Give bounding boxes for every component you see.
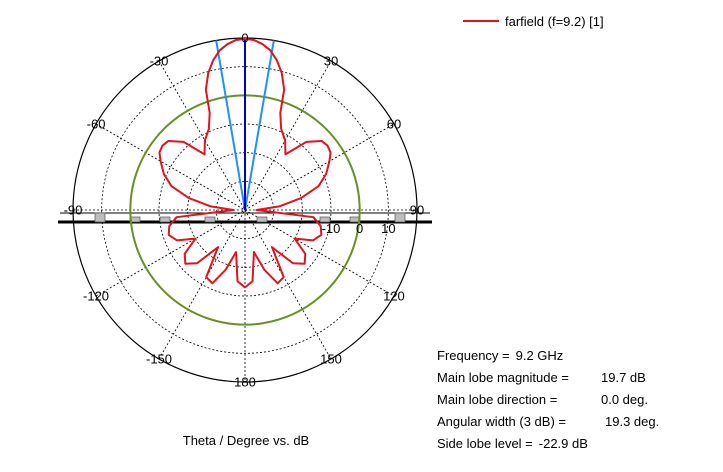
scale-marker: [204, 216, 216, 223]
scale-marker: [256, 216, 268, 223]
x-axis-label: Theta / Degree vs. dB: [182, 433, 310, 448]
series-line-0: [158, 37, 332, 289]
info-main-lobe-direction: Main lobe direction = 0.0 deg.: [437, 389, 659, 411]
angle-tick-label: 180: [234, 375, 256, 390]
series-layer: [158, 37, 332, 289]
beam-width-line: [215, 40, 246, 211]
info-side-lobe-level: Side lobe level = -22.9 dB: [437, 433, 659, 455]
beam-width-lines: [215, 38, 275, 211]
angle-tick-label: -90: [64, 203, 83, 218]
angle-tick-label: 0: [241, 31, 248, 46]
info-frequency: Frequency = 9.2 GHz: [437, 345, 659, 367]
scale-marker: [394, 212, 406, 223]
legend-label: farfield (f=9.2) [1]: [505, 13, 604, 29]
info-panel: Frequency = 9.2 GHz Main lobe magnitude …: [437, 345, 659, 455]
info-angular-width: Angular width (3 dB) = 19.3 deg.: [437, 411, 659, 433]
radial-tick-label: 10: [381, 221, 395, 236]
radial-tick-label: -10: [322, 221, 341, 236]
angle-tick-label: 60: [387, 117, 401, 132]
info-frequency-label: Frequency =: [437, 348, 510, 363]
angle-tick-label: -120: [83, 289, 109, 304]
info-main-lobe-magnitude: Main lobe magnitude = 19.7 dB: [437, 367, 659, 389]
legend: farfield (f=9.2) [1]: [463, 10, 604, 32]
info-main-lobe-magnitude-label: Main lobe magnitude =: [437, 370, 569, 385]
info-main-lobe-direction-label: Main lobe direction =: [437, 392, 558, 407]
info-main-lobe-magnitude-value: 19.7 dB: [601, 370, 646, 385]
angle-tick-label: -150: [146, 351, 172, 366]
legend-swatch: [463, 20, 499, 22]
beam-width-line: [244, 40, 275, 211]
angle-tick-label: -30: [150, 54, 169, 69]
info-side-lobe-level-label: Side lobe level =: [437, 436, 533, 451]
info-main-lobe-direction-value: 0.0 deg.: [601, 392, 648, 407]
angle-tick-label: 30: [324, 54, 338, 69]
radial-tick-labels: 10 0 -10: [322, 221, 396, 236]
angle-tick-labels: 0 -30 -60 -90 -120 -150 180 150 120 90 60 30: [64, 31, 425, 390]
scale-marker: [319, 216, 331, 223]
grid-ring: [101, 66, 389, 354]
angle-tick-label: 120: [383, 289, 405, 304]
horizontal-scale-bar: [58, 212, 432, 224]
angle-tick-label: 150: [320, 351, 342, 366]
angle-tick-label: -60: [87, 117, 106, 132]
scale-marker: [94, 212, 106, 223]
angle-tick-label: 90: [410, 203, 424, 218]
scale-marker: [159, 216, 171, 223]
info-angular-width-label: Angular width (3 dB) =: [437, 414, 566, 429]
info-angular-width-value: 19.3 deg.: [605, 414, 660, 429]
info-frequency-value: 9.2 GHz: [515, 348, 564, 363]
info-side-lobe-level-value: -22.9 dB: [538, 436, 588, 451]
radial-tick-label: 0: [356, 221, 363, 236]
